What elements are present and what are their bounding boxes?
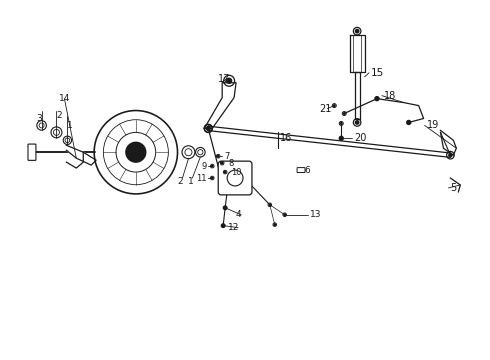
Text: 6: 6: [305, 166, 310, 175]
Text: 15: 15: [371, 68, 384, 78]
Circle shape: [274, 224, 275, 225]
Circle shape: [227, 78, 232, 83]
Circle shape: [269, 204, 270, 206]
Polygon shape: [66, 145, 96, 165]
Circle shape: [221, 224, 225, 228]
Text: 7: 7: [224, 152, 229, 161]
Circle shape: [218, 156, 219, 157]
Polygon shape: [204, 83, 236, 129]
Circle shape: [341, 123, 342, 124]
Circle shape: [224, 171, 226, 173]
Text: 18: 18: [384, 91, 396, 101]
Text: 3: 3: [37, 114, 42, 123]
Text: 8: 8: [228, 159, 234, 168]
Text: 9: 9: [201, 162, 206, 171]
Circle shape: [355, 121, 359, 124]
Circle shape: [206, 127, 210, 130]
Circle shape: [339, 136, 343, 140]
Text: 12: 12: [228, 223, 240, 232]
Text: 21: 21: [319, 104, 332, 113]
Text: 2: 2: [178, 177, 183, 186]
Text: 13: 13: [310, 210, 321, 219]
Text: 2: 2: [57, 111, 62, 120]
Polygon shape: [208, 126, 451, 157]
Text: 20: 20: [354, 133, 367, 143]
Circle shape: [212, 177, 213, 179]
Text: 14: 14: [59, 94, 71, 103]
Text: 1: 1: [67, 121, 72, 130]
Text: 17: 17: [218, 74, 231, 84]
Text: 16: 16: [280, 133, 292, 143]
Circle shape: [407, 121, 411, 125]
Text: 1: 1: [188, 177, 193, 186]
Text: 19: 19: [427, 121, 439, 130]
Circle shape: [449, 154, 452, 157]
FancyBboxPatch shape: [297, 168, 305, 172]
Circle shape: [207, 127, 210, 130]
Circle shape: [223, 206, 227, 210]
FancyBboxPatch shape: [28, 144, 36, 160]
Text: 4: 4: [235, 210, 241, 219]
Circle shape: [126, 142, 146, 162]
Text: 10: 10: [231, 167, 242, 176]
Circle shape: [212, 165, 213, 167]
Circle shape: [284, 214, 285, 215]
Circle shape: [355, 30, 359, 33]
Circle shape: [375, 96, 379, 100]
Text: 11: 11: [196, 174, 206, 183]
Text: 5: 5: [450, 183, 457, 193]
Circle shape: [221, 162, 223, 164]
FancyBboxPatch shape: [218, 161, 252, 195]
Circle shape: [343, 113, 345, 114]
Circle shape: [334, 105, 335, 106]
